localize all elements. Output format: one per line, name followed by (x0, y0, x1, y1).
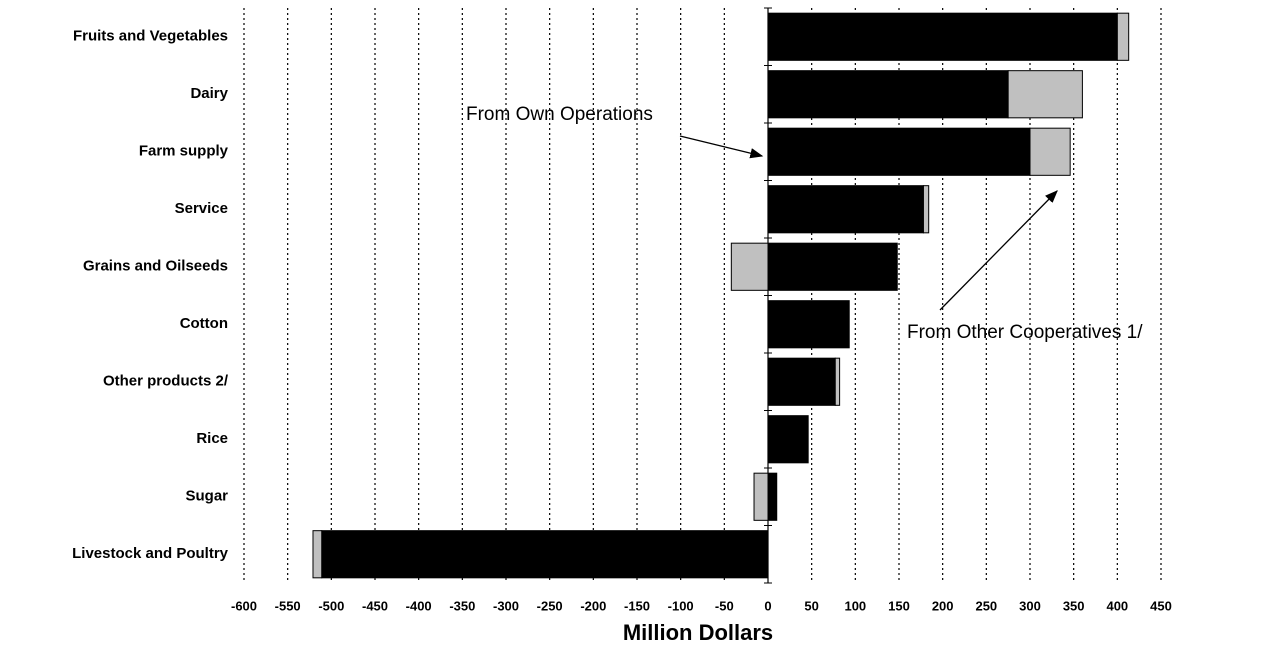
y-tick-label: Grains and Oilseeds (83, 258, 228, 275)
bar (767, 70, 1009, 119)
x-tick-label: 50 (804, 598, 818, 613)
bar (1116, 12, 1130, 61)
x-tick-label: -200 (580, 598, 606, 613)
x-tick-label: 400 (1106, 598, 1128, 613)
bar (321, 530, 769, 579)
y-tick-label: Cotton (180, 315, 228, 332)
x-tick-label: 200 (932, 598, 954, 613)
annotation: From Own Operations (466, 104, 653, 125)
x-tick-label: -600 (231, 598, 257, 613)
bar (922, 185, 930, 234)
x-tick-label: -350 (449, 598, 475, 613)
x-tick-label: 150 (888, 598, 910, 613)
x-tick-label: 0 (764, 598, 771, 613)
bar (1029, 127, 1071, 176)
x-tick-label: 250 (975, 598, 997, 613)
x-tick-label: -450 (362, 598, 388, 613)
x-tick-label: -400 (406, 598, 432, 613)
x-tick-label: -300 (493, 598, 519, 613)
y-tick-label: Livestock and Poultry (72, 545, 229, 562)
x-tick-label: -150 (624, 598, 650, 613)
y-tick-label: Dairy (190, 85, 228, 102)
x-tick-label: -550 (275, 598, 301, 613)
y-tick-label: Rice (196, 430, 228, 447)
bar (767, 127, 1031, 176)
y-tick-label: Service (175, 200, 228, 217)
annotation-arrow (679, 135, 764, 159)
x-tick-label: -50 (715, 598, 734, 613)
bar (1007, 70, 1083, 119)
x-tick-label: -500 (318, 598, 344, 613)
bar (834, 357, 841, 406)
bar (767, 472, 778, 521)
bar (730, 242, 769, 291)
y-tick-label: Farm supply (139, 143, 229, 160)
annotation: From Other Cooperatives 1/ (907, 322, 1143, 343)
bar (767, 185, 924, 234)
bar (767, 12, 1118, 61)
x-tick-label: -250 (537, 598, 563, 613)
bar (767, 300, 850, 349)
bar (767, 242, 898, 291)
y-tick-label: Sugar (185, 488, 228, 505)
x-axis-title: Million Dollars (623, 620, 773, 645)
x-tick-label: 100 (844, 598, 866, 613)
annotation-arrow (939, 190, 1058, 311)
x-tick-label: 350 (1063, 598, 1085, 613)
y-tick-label: Fruits and Vegetables (73, 28, 228, 45)
x-tick-label: 450 (1150, 598, 1172, 613)
bar (767, 415, 809, 464)
x-tick-label: -100 (668, 598, 694, 613)
x-tick-label: 300 (1019, 598, 1041, 613)
bar (312, 530, 323, 579)
bar (767, 357, 836, 406)
y-tick-label: Other products 2/ (103, 373, 229, 390)
bar (753, 472, 769, 521)
